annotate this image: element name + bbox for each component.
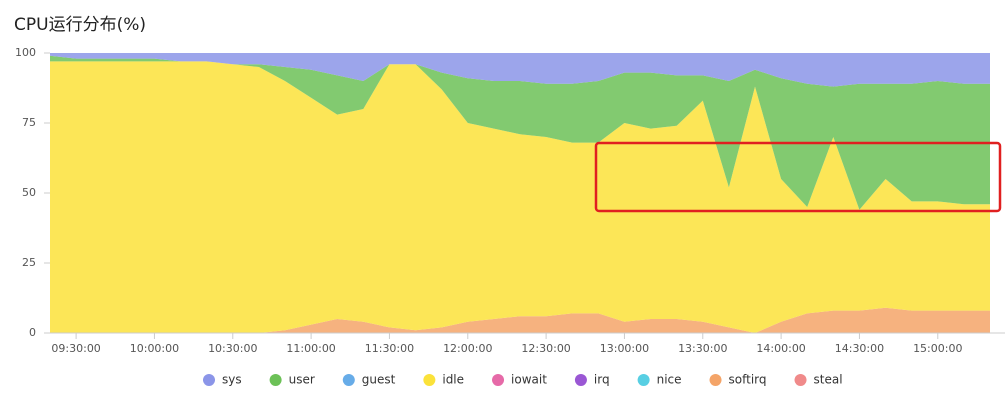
area-idle [50, 61, 990, 334]
x-tick-label: 12:00:00 [443, 342, 492, 355]
legend-label: nice [657, 373, 682, 387]
y-tick-label: 25 [22, 256, 36, 269]
legend-label: sys [222, 373, 242, 387]
legend-label: steal [814, 373, 843, 387]
legend-label: user [289, 373, 315, 387]
x-tick-label: 12:30:00 [521, 342, 570, 355]
y-tick-label: 75 [22, 116, 36, 129]
x-tick-label: 13:00:00 [600, 342, 649, 355]
x-tick-label: 14:30:00 [835, 342, 884, 355]
legend-marker [423, 374, 436, 386]
x-tick-label: 09:30:00 [51, 342, 100, 355]
area-sys [50, 53, 990, 87]
axes: 0 25 50 75 100 09:30:00 10:00:00 10:30:00 11:00:… [15, 46, 1005, 355]
legend-marker [203, 374, 215, 386]
x-tick-label: 10:30:00 [208, 342, 257, 355]
x-tick-label: 11:00:00 [286, 342, 335, 355]
x-tick-label: 10:00:00 [130, 342, 179, 355]
legend-marker [269, 374, 282, 386]
legend-marker [342, 374, 355, 386]
chart-title: CPU运行分布(%) [14, 15, 146, 35]
area-softirq [50, 307, 990, 333]
legend-label: irq [594, 373, 610, 387]
area-user [50, 55, 990, 210]
y-tick-label: 0 [29, 326, 36, 339]
x-tick-label: 14:00:00 [756, 342, 805, 355]
legend-label: guest [362, 373, 396, 387]
legend-marker [574, 374, 587, 386]
legend-marker [709, 374, 722, 386]
x-tick-label: 13:30:00 [678, 342, 727, 355]
legend: sys user guest idle iowait irq nice softirq stea… [203, 373, 843, 387]
highlight-box [594, 141, 1002, 213]
x-tick-label: 15:00:00 [913, 342, 962, 355]
legend-marker [492, 374, 505, 386]
x-tick-label: 11:30:00 [365, 342, 414, 355]
legend-label: softirq [729, 373, 767, 387]
y-tick-label: 100 [15, 46, 36, 59]
legend-marker [794, 374, 807, 386]
legend-label: iowait [511, 373, 547, 387]
legend-marker [637, 374, 650, 386]
legend-label: idle [442, 373, 464, 387]
y-tick-label: 50 [22, 186, 36, 199]
areas [50, 53, 990, 334]
